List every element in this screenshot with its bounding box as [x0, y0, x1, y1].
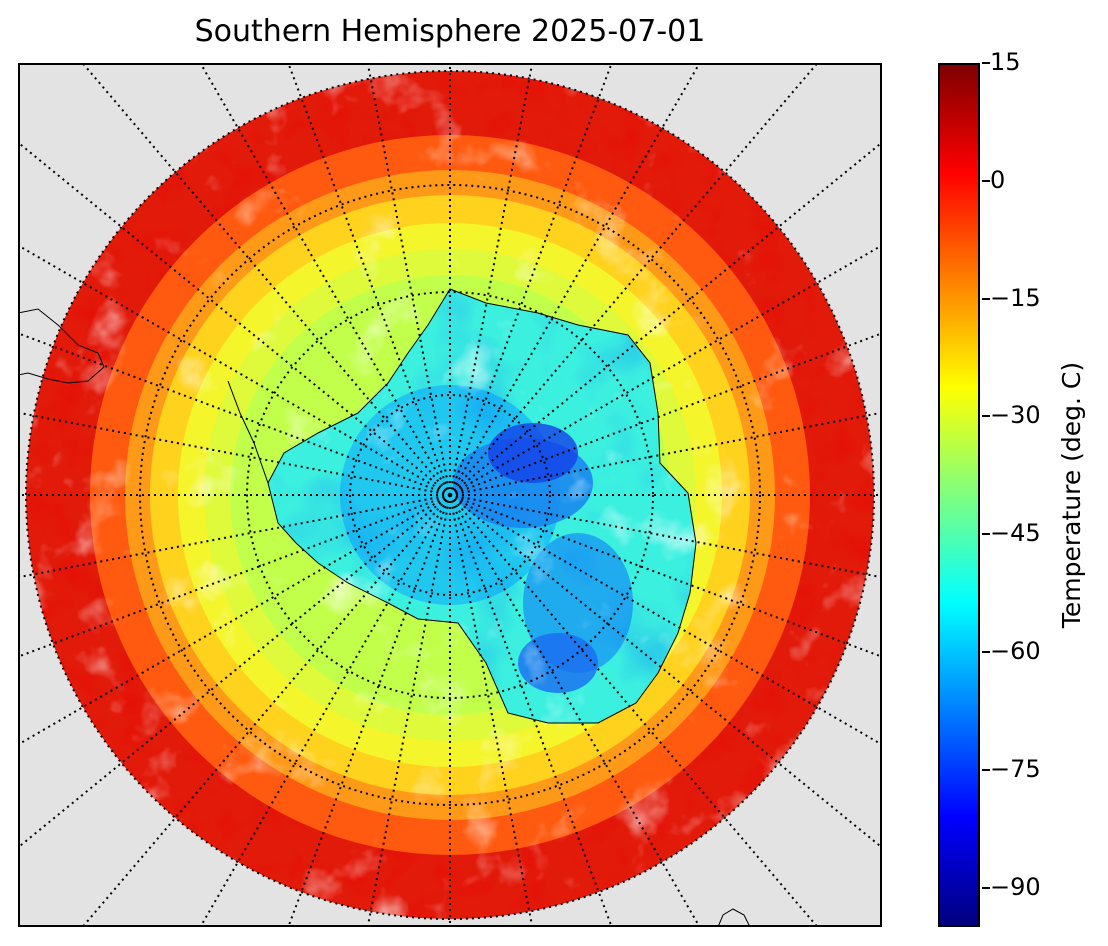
colorbar-label: Temperature (deg. C) [1057, 361, 1086, 629]
colorbar-tick-label: −60 [990, 637, 1041, 666]
new-zealand-coastline [717, 908, 751, 927]
peninsula-coastline [227, 380, 269, 484]
colorbar [938, 63, 980, 927]
colorbar-tick [982, 768, 990, 771]
colorbar-tick [982, 179, 990, 182]
page-title: Southern Hemisphere 2025-07-01 [194, 14, 706, 49]
south-america-coastline [18, 308, 105, 384]
graticule [18, 63, 882, 927]
colorbar-tick [982, 415, 990, 418]
colorbar-tick-label: 0 [990, 165, 1006, 194]
colorbar-tick [982, 886, 990, 889]
colorbar-tick [982, 533, 990, 536]
colorbar-tick-label: −15 [990, 283, 1041, 312]
colorbar-tick [982, 651, 990, 654]
antarctica-coastline [267, 288, 697, 724]
colorbar-tick-label: 15 [990, 48, 1021, 76]
colorbar-tick-label: −75 [990, 754, 1041, 783]
map-border [18, 63, 882, 927]
polar-map [18, 63, 882, 927]
colorbar-tick-label: −90 [990, 872, 1041, 901]
map-panel[interactable] [18, 63, 882, 927]
colorbar-tick [982, 297, 990, 300]
colorbar-tick [982, 62, 990, 64]
colorbar-tick-label: −45 [990, 519, 1041, 548]
colorbar-tick-label: −30 [990, 401, 1041, 430]
